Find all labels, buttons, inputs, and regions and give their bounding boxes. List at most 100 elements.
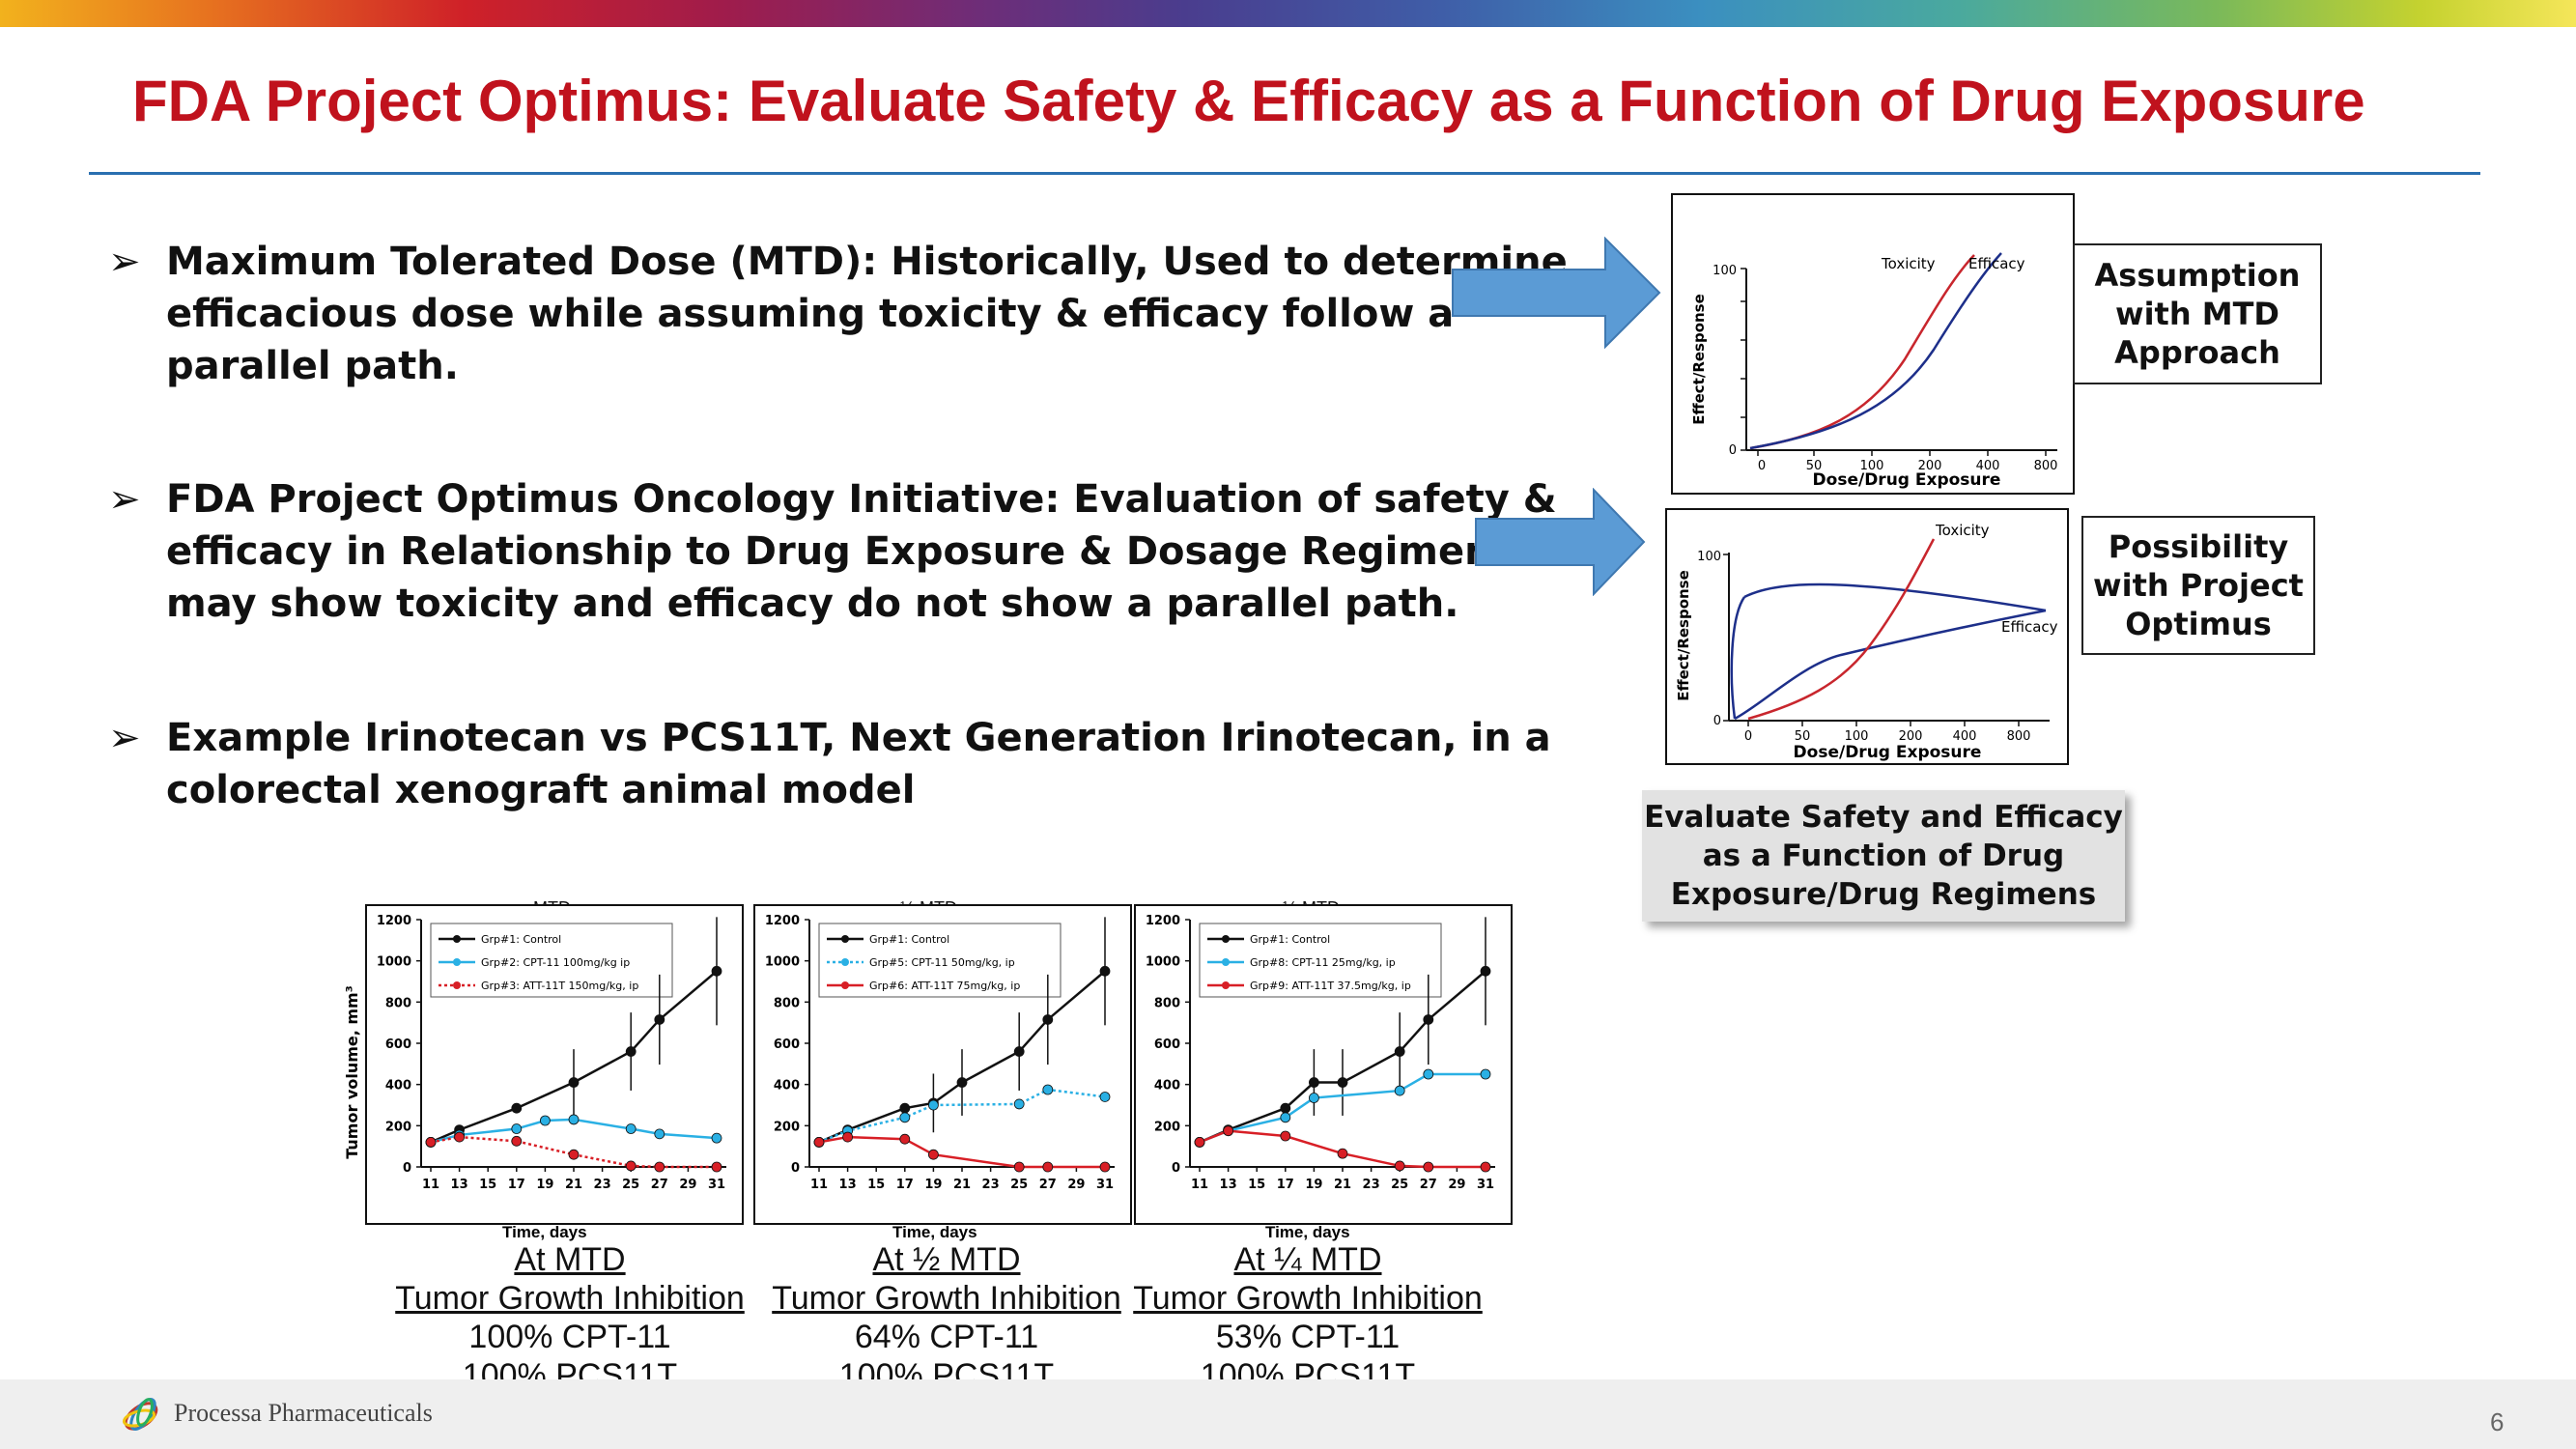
result-subheading: Tumor Growth Inhibition xyxy=(395,1280,745,1317)
bullet-marker-icon: ➢ xyxy=(108,240,141,284)
y-tick-label: 600 xyxy=(385,1037,411,1052)
x-tick: 200 xyxy=(1899,729,1923,744)
x-tick-label: 29 xyxy=(1448,1178,1465,1192)
data-point xyxy=(654,1014,665,1025)
series-line xyxy=(1199,970,1486,1144)
efficacy-curve xyxy=(1734,609,2047,721)
bullet-irinotecan: ➢ Example Irinotecan vs PCS11T, Next Gen… xyxy=(108,712,1596,818)
x-tick-label: 13 xyxy=(1220,1178,1237,1192)
y-tick-label: 0 xyxy=(791,1161,800,1176)
efficacy-curve xyxy=(1749,252,2002,450)
x-tick-label: 21 xyxy=(953,1178,971,1192)
y-tick-label: 600 xyxy=(774,1037,800,1052)
data-point xyxy=(1394,1085,1405,1096)
data-point xyxy=(1042,1161,1054,1173)
legend-marker xyxy=(841,935,849,943)
y-tick-label: 1200 xyxy=(377,914,411,928)
x-tick-label: 27 xyxy=(651,1178,668,1192)
legend-marker xyxy=(453,935,461,943)
data-point xyxy=(1394,1160,1405,1172)
footer-bar xyxy=(0,1379,2576,1449)
data-point xyxy=(1280,1130,1291,1142)
y-tick-label: 1200 xyxy=(1146,914,1180,928)
y-tick-0: 0 xyxy=(1729,443,1737,458)
x-tick-label: 23 xyxy=(982,1178,1000,1192)
data-point xyxy=(1013,1046,1025,1057)
efficacy-curve-plateau xyxy=(1743,582,2047,612)
x-tick-label: 21 xyxy=(1334,1178,1351,1192)
data-point xyxy=(625,1123,637,1134)
x-axis-label: Dose/Drug Exposure xyxy=(1794,743,1982,762)
x-tick-label: 15 xyxy=(479,1178,496,1192)
y-tick-label: 400 xyxy=(385,1079,411,1094)
x-tick-label: 23 xyxy=(1363,1178,1380,1192)
x-tick: 50 xyxy=(1795,729,1811,744)
assumption-callout: Assumption with MTD Approach xyxy=(2073,243,2322,384)
data-point xyxy=(1480,1161,1491,1173)
legend-marker xyxy=(841,981,849,989)
data-point xyxy=(511,1123,523,1134)
data-point xyxy=(425,1136,437,1148)
x-tick-label: 11 xyxy=(810,1178,828,1192)
data-point xyxy=(1337,1148,1348,1159)
top-gradient-bar xyxy=(0,0,2576,27)
legend-label: Grp#5: CPT-11 50mg/kg, ip xyxy=(869,956,1015,969)
legend-marker xyxy=(453,981,461,989)
x-tick-label: 23 xyxy=(594,1178,611,1192)
legend-label: Grp#1: Control xyxy=(1250,933,1330,946)
y-tick-label: 800 xyxy=(774,996,800,1010)
y-tick-label: 1000 xyxy=(765,955,800,970)
data-point xyxy=(1423,1161,1434,1173)
x-tick-label: 19 xyxy=(1305,1178,1322,1192)
data-point xyxy=(654,1161,665,1173)
y-tick-label: 1000 xyxy=(1146,955,1180,970)
x-tick-label: 19 xyxy=(924,1178,942,1192)
legend-marker xyxy=(1222,981,1230,989)
y-tick-label: 800 xyxy=(385,996,411,1010)
data-point xyxy=(1423,1068,1434,1080)
data-point xyxy=(539,1115,551,1126)
y-tick-label: 1200 xyxy=(765,914,800,928)
result-heading: At MTD xyxy=(514,1241,626,1278)
x-tick-label: 11 xyxy=(1191,1178,1208,1192)
data-point xyxy=(1480,1068,1491,1080)
tumor-chart-half-mtd: 0 200 400 600 800 1000 1200 11 13 15 17 19 21 23 25 27 2… xyxy=(753,904,1132,1225)
x-tick-label: 31 xyxy=(1477,1178,1494,1192)
data-point xyxy=(1013,1161,1025,1173)
bullet-marker-icon: ➢ xyxy=(108,716,141,760)
x-tick-label: 29 xyxy=(1067,1178,1085,1192)
x-tick-label: 31 xyxy=(708,1178,725,1192)
right-arrow-icon xyxy=(1475,488,1646,596)
result-line: 64% CPT-11 xyxy=(854,1319,1039,1355)
result-heading: At ¼ MTD xyxy=(1233,1241,1382,1278)
data-point xyxy=(1194,1136,1205,1148)
bullet-marker-icon: ➢ xyxy=(108,477,141,522)
data-point xyxy=(927,1099,939,1111)
data-point xyxy=(511,1135,523,1147)
y-tick-0: 0 xyxy=(1713,714,1721,728)
data-point xyxy=(1480,965,1491,977)
result-quarter-mtd: At ¼ MTD Tumor Growth Inhibition 53% CPT… xyxy=(1115,1240,1501,1395)
data-point xyxy=(813,1136,825,1148)
data-point xyxy=(511,1102,523,1114)
legend-label: Grp#2: CPT-11 100mg/kg ip xyxy=(481,956,630,969)
bullet-text: FDA Project Optimus Oncology Initiative:… xyxy=(166,477,1557,626)
x-tick: 100 xyxy=(1860,459,1884,473)
x-tick-label: 27 xyxy=(1039,1178,1057,1192)
x-tick-label: 13 xyxy=(839,1178,857,1192)
page-number: 6 xyxy=(2490,1407,2505,1436)
tumor-chart-quarter-mtd: 0 200 400 600 800 1000 1200 11 13 15 17 19 21 23 25 27 2… xyxy=(1134,904,1513,1225)
tumor-chart-mtd: 0 200 400 600 800 1000 1200 11 13 15 17 19 21 23 25 27 2… xyxy=(365,904,744,1225)
tumor-volume-label: Tumor volume, mm³ xyxy=(343,985,361,1159)
data-point xyxy=(899,1133,911,1145)
right-arrow-icon xyxy=(1452,237,1661,349)
y-tick-label: 200 xyxy=(385,1120,411,1134)
series-line xyxy=(818,1135,1105,1169)
data-point xyxy=(842,1131,853,1143)
x-tick-label: 17 xyxy=(896,1178,914,1192)
data-point xyxy=(1013,1098,1025,1110)
data-point xyxy=(927,1149,939,1160)
data-point xyxy=(1042,1084,1054,1095)
result-subheading: Tumor Growth Inhibition xyxy=(772,1280,1121,1317)
x-tick: 400 xyxy=(1976,459,2000,473)
